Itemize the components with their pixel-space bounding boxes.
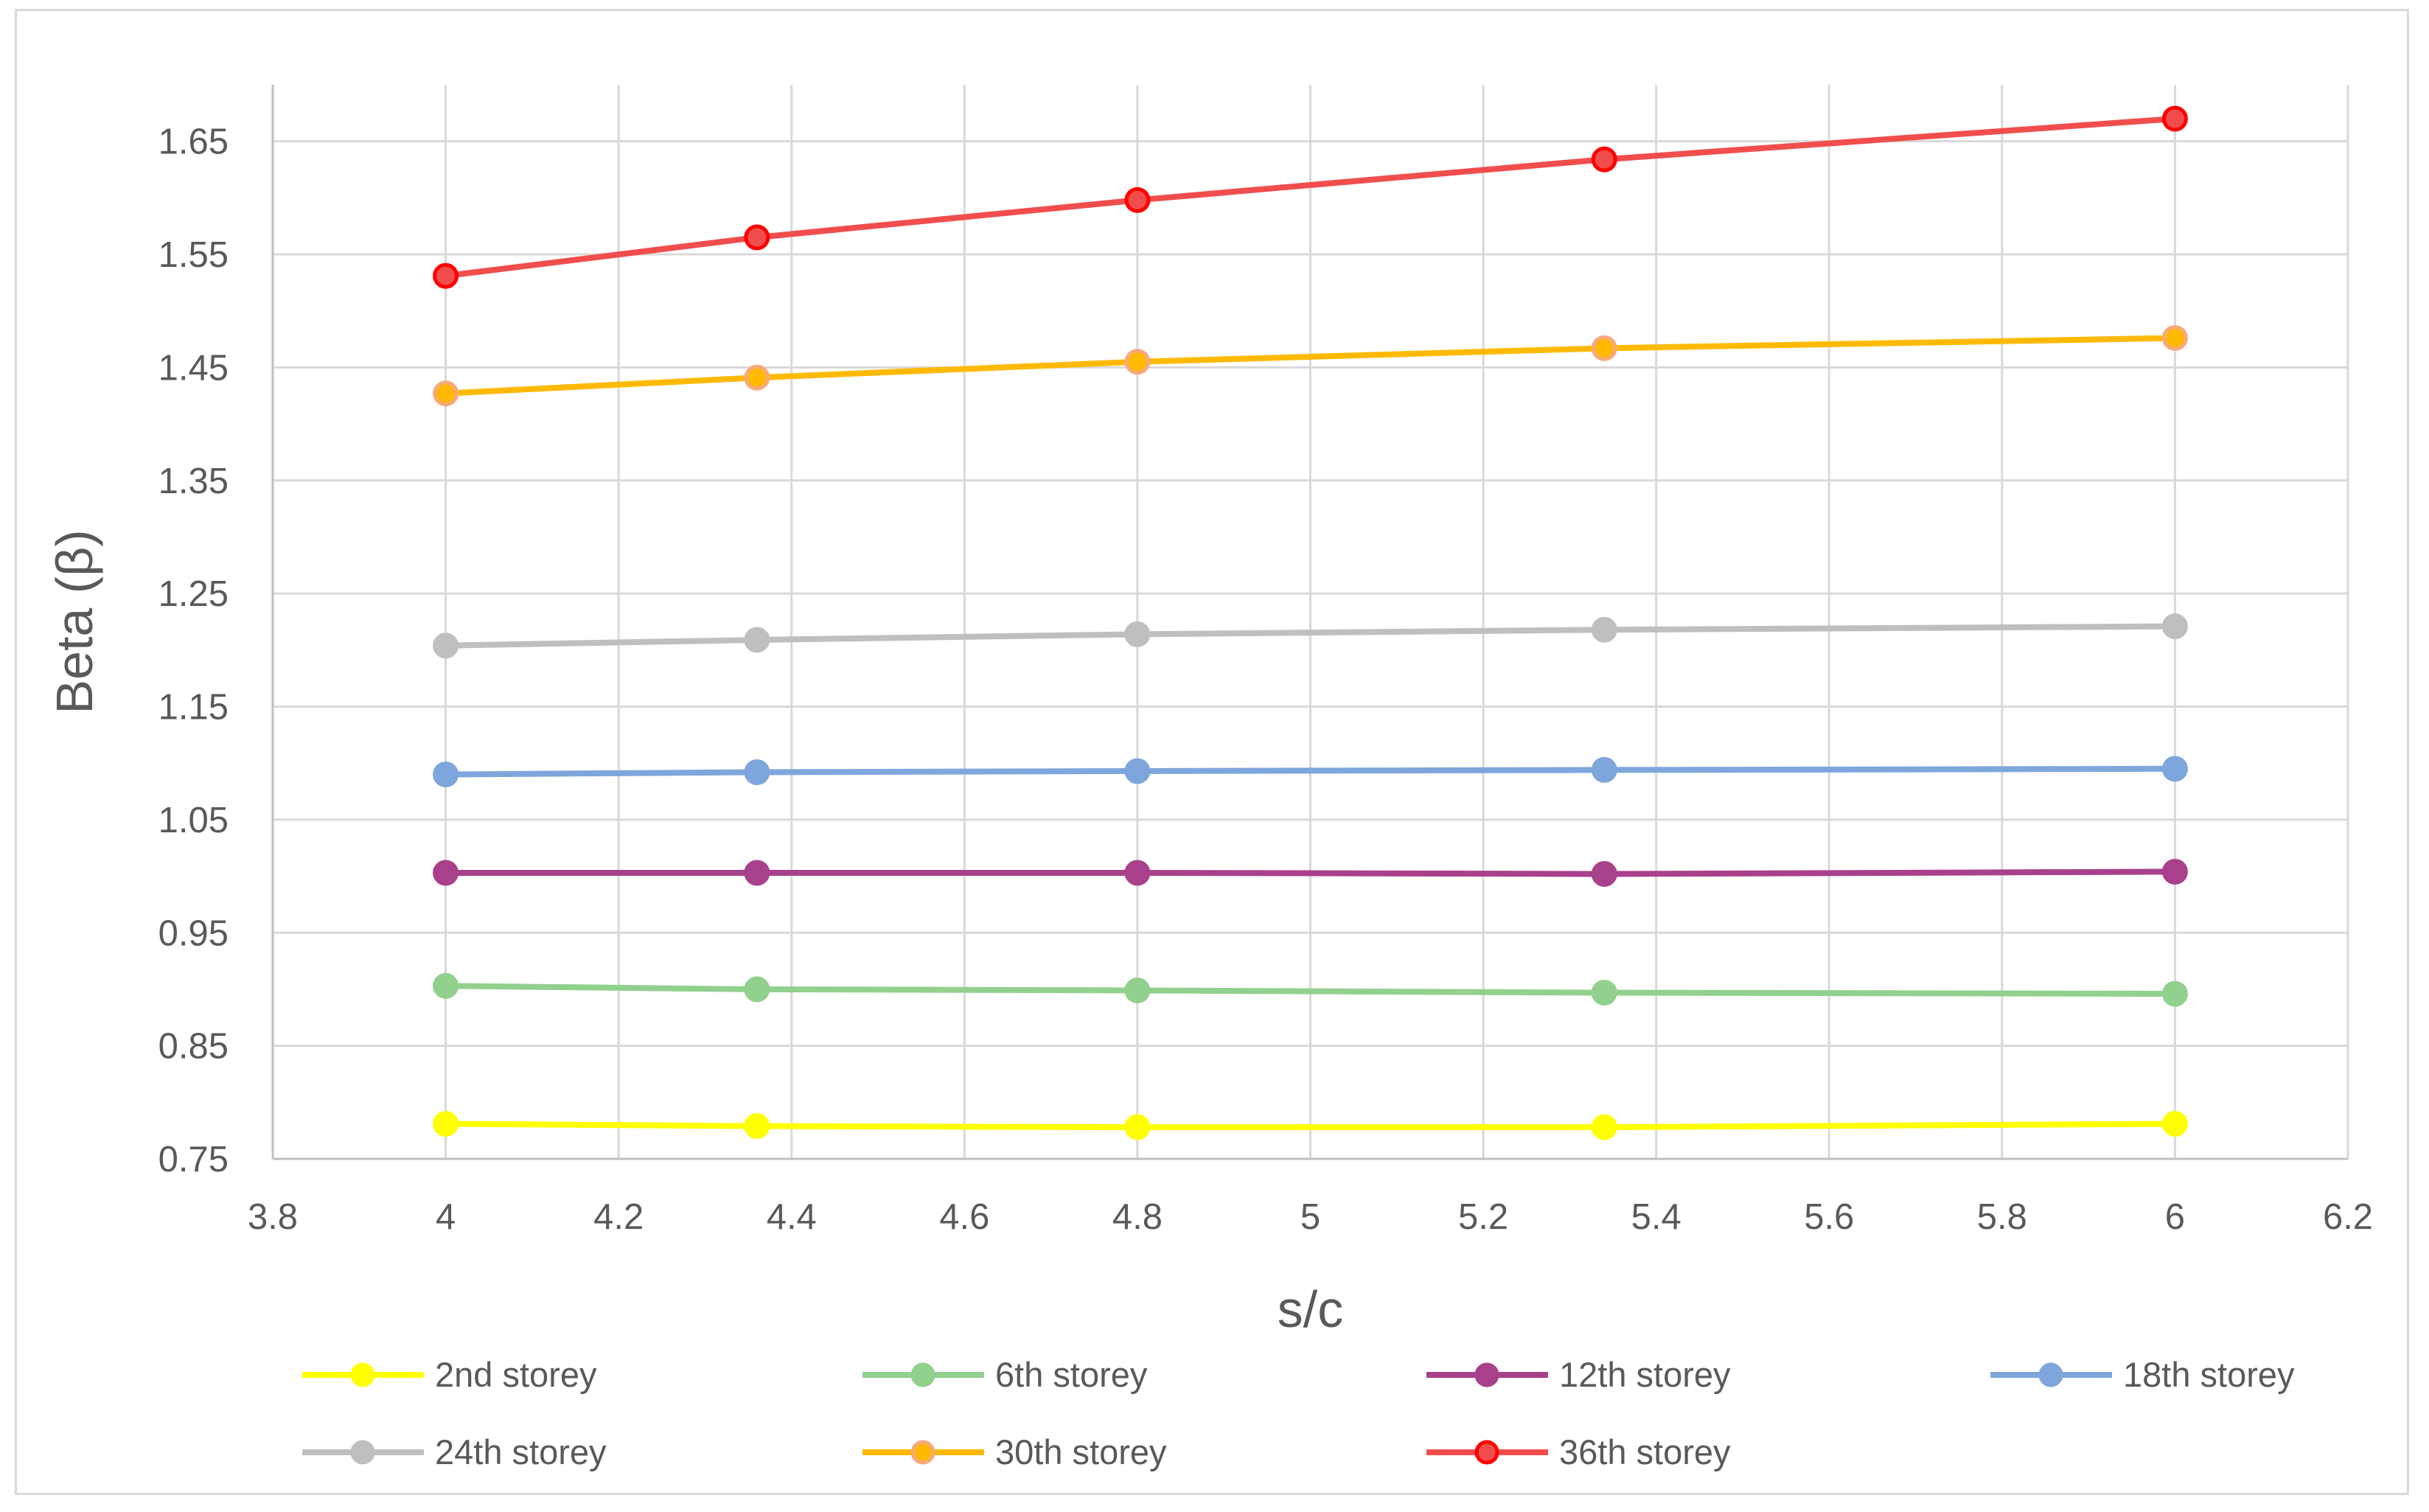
series-6th-storey — [433, 972, 2188, 1007]
axes — [271, 85, 2348, 1160]
data-point — [1591, 1114, 1617, 1140]
series-36th-storey — [433, 105, 2188, 289]
data-point — [2161, 1110, 2188, 1137]
legend-swatch-marker — [910, 1440, 935, 1465]
x-tick-label: 5.4 — [1631, 1197, 1682, 1237]
data-point — [1124, 860, 1151, 886]
x-tick-label: 5 — [1300, 1197, 1320, 1237]
data-point — [2161, 105, 2188, 132]
data-point — [744, 1113, 770, 1140]
legend-item: 36th storey — [1426, 1432, 1731, 1471]
data-point — [433, 972, 459, 999]
data-point — [1591, 335, 1617, 361]
legend-swatch-marker — [1474, 1362, 1499, 1387]
legend-swatch-marker — [350, 1440, 375, 1465]
x-axis-title: s/c — [1278, 1281, 1343, 1338]
data-point — [1124, 1114, 1151, 1140]
data-point — [2161, 980, 2188, 1007]
data-point — [1591, 616, 1617, 643]
legend-swatch-marker — [1474, 1440, 1499, 1465]
data-point — [1591, 756, 1617, 783]
legend-swatch-marker — [350, 1362, 375, 1387]
data-point — [1124, 187, 1151, 213]
data-point — [433, 380, 459, 407]
data-point — [744, 759, 770, 785]
legend-item: 6th storey — [862, 1355, 1148, 1394]
legend-item: 12th storey — [1426, 1355, 1731, 1394]
data-point — [433, 860, 459, 886]
legend-label: 2nd storey — [435, 1355, 597, 1394]
data-point — [1124, 758, 1151, 784]
data-point — [744, 627, 770, 653]
x-tick-label: 6 — [2165, 1197, 2185, 1237]
y-tick-label: 1.25 — [158, 574, 229, 614]
legend-item: 2nd storey — [302, 1355, 597, 1394]
y-tick-label: 1.45 — [158, 348, 229, 388]
x-tick-label: 4.2 — [593, 1197, 644, 1237]
data-point — [433, 262, 459, 289]
data-point — [1591, 146, 1617, 173]
data-point — [433, 762, 459, 788]
legend-label: 30th storey — [995, 1432, 1167, 1471]
legend-label: 24th storey — [435, 1432, 607, 1471]
gridlines — [273, 85, 2349, 1159]
y-tick-label: 1.05 — [158, 801, 229, 840]
data-point — [744, 224, 770, 251]
chart-frame — [15, 9, 2409, 1495]
legend-label: 12th storey — [1559, 1355, 1731, 1394]
legend-item: 30th storey — [862, 1432, 1167, 1471]
y-tick-label: 1.65 — [158, 122, 229, 162]
legend-swatch-marker — [2038, 1362, 2063, 1387]
data-point — [433, 1110, 459, 1137]
series-30th-storey — [433, 325, 2188, 407]
data-point — [1124, 621, 1151, 647]
series-lines — [433, 105, 2188, 1140]
series-24th-storey — [433, 613, 2188, 659]
data-point — [2161, 756, 2188, 782]
legend: 2nd storey 6th storey 12th storey 18th stor… — [302, 1355, 2295, 1471]
data-point — [1124, 349, 1151, 375]
y-tick-label: 1.15 — [158, 688, 229, 728]
x-tick-label: 5.2 — [1458, 1197, 1508, 1237]
y-tick-label: 0.95 — [158, 913, 229, 953]
x-tick-label: 3.8 — [248, 1197, 298, 1237]
data-point — [744, 860, 770, 886]
y-tick-label: 0.75 — [158, 1140, 229, 1180]
data-point — [1591, 980, 1617, 1006]
data-point — [1591, 861, 1617, 888]
legend-label: 6th storey — [995, 1355, 1148, 1394]
data-point — [744, 364, 770, 391]
data-point — [433, 633, 459, 659]
x-tick-label: 4.4 — [767, 1197, 817, 1237]
tick-labels: 3.8 4 4.2 4.4 4.6 4.8 5 5.2 5.4 5.6 5.8 6 6.2 0.75 0.8… — [158, 122, 2373, 1237]
data-point — [2161, 613, 2188, 640]
data-point — [1124, 977, 1151, 1003]
x-tick-label: 4.6 — [939, 1197, 989, 1237]
x-tick-label: 5.8 — [1977, 1197, 2027, 1237]
y-axis-title: Beta (β) — [46, 529, 103, 714]
y-tick-label: 1.35 — [158, 461, 229, 501]
legend-item: 24th storey — [302, 1432, 607, 1471]
data-point — [2161, 858, 2188, 885]
x-tick-label: 6.2 — [2323, 1197, 2373, 1237]
data-point — [744, 976, 770, 1003]
y-tick-label: 1.55 — [158, 235, 229, 275]
series-12th-storey — [433, 858, 2188, 888]
x-tick-label: 5.6 — [1804, 1197, 1854, 1237]
series-line — [442, 1121, 2178, 1131]
legend-label: 18th storey — [2123, 1355, 2295, 1394]
series-2nd-storey — [433, 1110, 2188, 1140]
series-line — [442, 868, 2178, 877]
legend-swatch-marker — [910, 1362, 935, 1387]
y-tick-label: 0.85 — [158, 1027, 229, 1067]
legend-label: 36th storey — [1559, 1432, 1731, 1471]
data-point — [2161, 325, 2188, 352]
legend-item: 18th storey — [1990, 1355, 2295, 1394]
x-tick-label: 4.8 — [1112, 1197, 1163, 1237]
series-18th-storey — [433, 756, 2188, 788]
x-tick-label: 4 — [436, 1197, 456, 1237]
